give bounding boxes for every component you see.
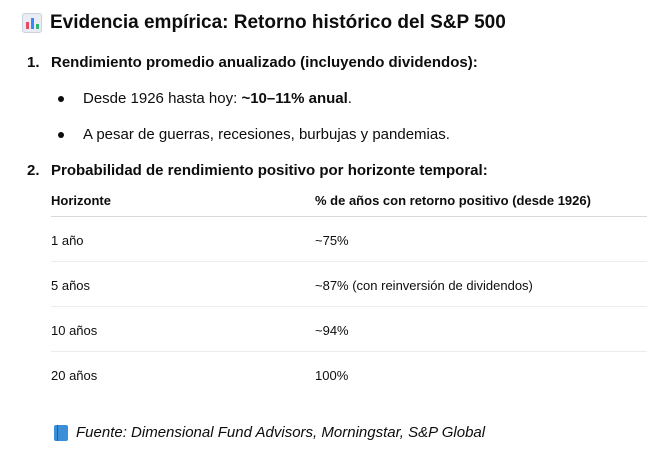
page-title: Evidencia empírica: Retorno histórico de…	[22, 12, 506, 34]
bullet-item-1: Desde 1926 hasta hoy: ~10–11% anual.	[83, 90, 352, 107]
table-cell-horizon: 1 año	[51, 233, 84, 248]
table-header-row: Horizonte % de años con retorno positivo…	[51, 186, 647, 217]
table-row: 1 año ~75%	[51, 217, 647, 262]
table-cell-percent: 100%	[315, 368, 349, 383]
bullet-dot	[58, 96, 64, 102]
table-header-positive-years: % de años con retorno positivo (desde 19…	[315, 193, 591, 208]
table-cell-horizon: 5 años	[51, 278, 91, 293]
bullet-item-1-highlight: ~10–11% anual	[241, 90, 348, 107]
table-header-horizon: Horizonte	[51, 193, 111, 208]
bar-chart-icon	[22, 13, 42, 33]
bullet-dot	[58, 132, 64, 138]
table-row: 10 años ~94%	[51, 307, 647, 352]
source-note: Fuente: Dimensional Fund Advisors, Morni…	[54, 424, 485, 441]
section-1-number: 1.	[27, 54, 40, 71]
section-2-number: 2.	[27, 162, 40, 179]
source-text: Fuente: Dimensional Fund Advisors, Morni…	[76, 424, 486, 441]
page-title-text: Evidencia empírica: Retorno histórico de…	[50, 12, 506, 33]
table-cell-horizon: 20 años	[51, 368, 98, 383]
blue-book-icon	[54, 424, 68, 441]
table-cell-percent: ~94%	[315, 323, 349, 338]
section-2-heading: Probabilidad de rendimiento positivo por…	[51, 162, 488, 179]
table-cell-horizon: 10 años	[51, 323, 98, 338]
table-cell-percent: ~75%	[315, 233, 349, 248]
table-row: 20 años 100%	[51, 352, 647, 396]
bullet-item-2: A pesar de guerras, recesiones, burbujas…	[83, 126, 450, 143]
returns-table: Horizonte % de años con retorno positivo…	[51, 186, 647, 396]
table-row: 5 años ~87% (con reinversión de dividend…	[51, 262, 647, 307]
section-1-heading: Rendimiento promedio anualizado (incluye…	[51, 54, 478, 71]
table-cell-percent: ~87% (con reinversión de dividendos)	[315, 278, 533, 293]
